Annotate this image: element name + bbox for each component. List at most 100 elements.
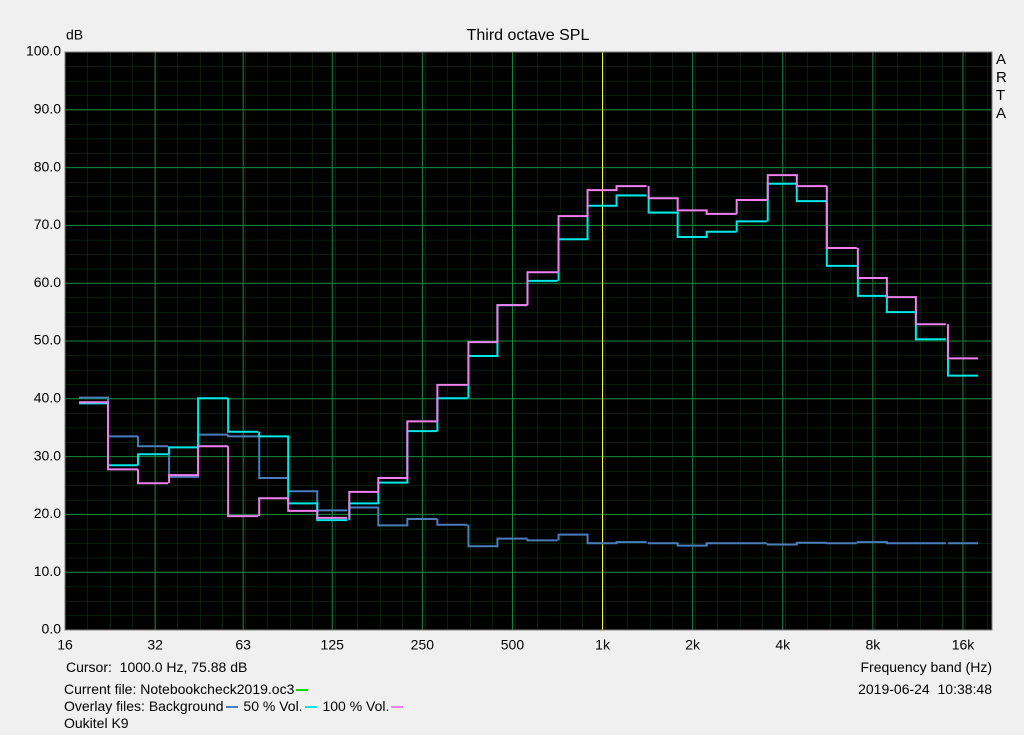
step-segment xyxy=(316,503,348,522)
step-segment xyxy=(227,434,259,438)
step-segment xyxy=(526,538,558,542)
y-tick-label: 0.0 xyxy=(42,621,62,637)
step-segment xyxy=(496,304,528,343)
step-segment xyxy=(705,542,737,546)
step-segment xyxy=(258,431,290,438)
step-segment xyxy=(348,490,380,518)
step-segment xyxy=(946,324,979,360)
step-segment xyxy=(647,542,679,545)
y-axis-label: dB xyxy=(66,27,83,43)
x-axis-label: Frequency band (Hz) xyxy=(860,659,992,675)
step-segment xyxy=(735,198,767,214)
cursor-readout: Cursor: 1000.0 Hz, 75.88 dB xyxy=(66,659,248,675)
step-segment xyxy=(436,383,468,422)
x-tick-label: 8k xyxy=(865,637,881,653)
step-segment xyxy=(647,186,679,200)
step-segment xyxy=(406,420,438,478)
step-segment xyxy=(647,195,679,214)
step-segment xyxy=(586,189,618,217)
y-tick-label: 90.0 xyxy=(34,101,61,117)
step-segment xyxy=(316,510,348,519)
step-segment xyxy=(795,175,827,188)
legend-swatch xyxy=(225,706,238,709)
step-segment xyxy=(227,446,259,518)
current-file: Current file: Notebookcheck2019.oc3 xyxy=(64,680,310,698)
x-tick-label: 32 xyxy=(147,637,163,653)
legend: Overlay files: Background 50 % Vol. 100 … xyxy=(64,697,409,715)
step-segment xyxy=(825,542,857,545)
step-segment xyxy=(227,398,259,433)
current-file-swatch xyxy=(296,689,309,692)
legend-swatch xyxy=(304,706,317,709)
step-segment xyxy=(795,183,827,203)
x-tick-label: 2k xyxy=(685,637,701,653)
step-segment xyxy=(467,524,499,548)
legend-label: 100 % Vol. xyxy=(322,698,390,714)
overlay-label: Overlay files: xyxy=(64,698,145,714)
step-segment xyxy=(856,247,888,279)
legend-label: Background xyxy=(148,698,224,714)
step-segment xyxy=(885,277,917,299)
step-segment xyxy=(615,194,647,206)
step-segment xyxy=(287,498,319,512)
step-segment xyxy=(377,476,409,492)
step-segment xyxy=(676,198,708,212)
step-segment xyxy=(856,541,888,544)
step-segment xyxy=(705,230,737,237)
y-tick-label: 70.0 xyxy=(34,216,61,232)
timestamp: 2019-06-24 10:38:48 xyxy=(858,681,992,697)
step-segment xyxy=(496,537,528,547)
y-tick-label: 80.0 xyxy=(34,158,61,174)
step-segment xyxy=(467,341,499,385)
legend-swatch xyxy=(391,706,404,709)
step-segment xyxy=(557,533,589,541)
x-tick-label: 16 xyxy=(57,637,73,653)
step-segment xyxy=(676,543,708,547)
step-segment xyxy=(168,474,200,484)
step-segment xyxy=(795,541,827,545)
step-segment xyxy=(258,436,290,479)
step-segment xyxy=(436,519,468,526)
plot-frame xyxy=(64,51,993,631)
step-segment xyxy=(885,542,917,545)
watermark: ARTA xyxy=(996,51,1007,122)
step-segment xyxy=(557,215,589,273)
step-segment xyxy=(766,543,798,546)
y-tick-label: 20.0 xyxy=(34,505,61,521)
step-segment xyxy=(258,497,290,517)
step-segment xyxy=(825,186,857,249)
series xyxy=(78,174,979,548)
chart-title: Third octave SPL xyxy=(467,27,590,44)
step-segment xyxy=(885,295,917,314)
x-tick-label: 63 xyxy=(235,637,251,653)
y-tick-label: 30.0 xyxy=(34,447,61,463)
x-tick-label: 1k xyxy=(595,637,611,653)
x-tick-label: 16k xyxy=(952,637,976,653)
step-segment xyxy=(377,507,409,527)
step-segment xyxy=(615,185,647,191)
y-tick-label: 60.0 xyxy=(34,274,61,290)
step-segment xyxy=(106,402,139,471)
step-segment xyxy=(735,220,767,232)
step-segment xyxy=(137,436,169,448)
x-tick-label: 250 xyxy=(411,637,435,653)
step-segment xyxy=(137,469,169,485)
step-segment xyxy=(676,212,708,238)
step-segment xyxy=(586,534,618,545)
step-segment xyxy=(197,445,229,476)
current-file-label: Current file: Notebookcheck2019.oc3 xyxy=(64,681,295,697)
step-segment xyxy=(406,518,438,526)
step-segment xyxy=(766,174,798,200)
x-tick-label: 125 xyxy=(321,637,345,653)
step-segment xyxy=(705,210,737,215)
device-name: Oukitel K9 xyxy=(64,715,129,731)
step-segment xyxy=(526,271,558,306)
y-tick-label: 100.0 xyxy=(26,43,61,59)
step-segment xyxy=(168,446,200,455)
x-tick-label: 4k xyxy=(775,637,791,653)
y-tick-label: 50.0 xyxy=(34,332,61,348)
step-segment xyxy=(615,541,647,544)
y-tick-label: 40.0 xyxy=(34,390,61,406)
